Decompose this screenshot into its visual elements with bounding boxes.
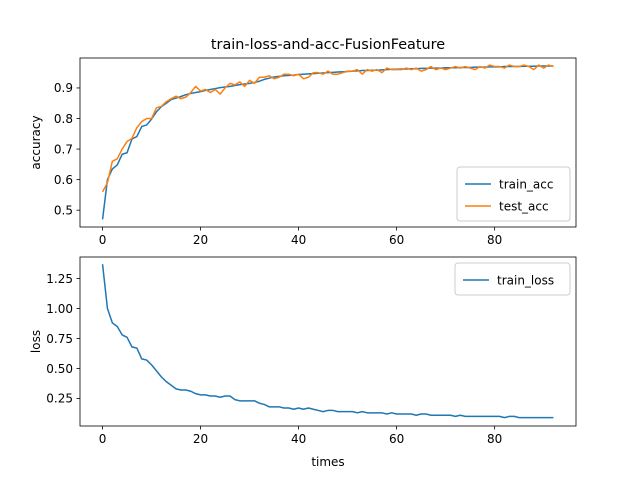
y-tick-label: 1.25 (46, 272, 73, 286)
y-tick-label: 1.00 (46, 302, 73, 316)
x-tick-label: 80 (487, 432, 502, 446)
legend-label-train_acc: train_acc (499, 178, 553, 192)
legend-box (454, 262, 571, 296)
axes-frame (79, 57, 577, 228)
x-axis-label: times (311, 455, 344, 469)
legend-label-test_acc: test_acc (499, 200, 549, 214)
x-tick-label: 60 (389, 233, 404, 247)
y-tick-label: 0.9 (54, 81, 73, 95)
x-tick-label: 80 (487, 233, 502, 247)
legend: train_loss (454, 262, 571, 296)
x-tick-label: 40 (291, 432, 306, 446)
series-line-test_acc (101, 64, 554, 193)
y-axis-label: loss (29, 330, 43, 353)
loss-subplot: 0 20 40 60 80 0.25 0.50 0.75 1.00 1.25 loss times tr… (29, 256, 577, 469)
legend-box (456, 166, 571, 222)
series-line-train_loss (101, 264, 554, 419)
x-tick-label: 20 (193, 432, 208, 446)
y-tick-label: 0.5 (54, 203, 73, 217)
legend-label-train_loss: train_loss (497, 274, 554, 288)
x-tick-label: 20 (193, 233, 208, 247)
y-tick-label: 0.75 (46, 332, 73, 346)
legend: train_acc test_acc (456, 166, 571, 222)
y-axis-label: accuracy (29, 115, 43, 169)
chart-title: train-loss-and-acc-FusionFeature (211, 37, 445, 53)
x-tick-label: 40 (291, 233, 306, 247)
x-tick-label: 0 (99, 233, 107, 247)
y-tick-label: 0.25 (46, 392, 73, 406)
axes-frame (79, 256, 577, 427)
x-tick-label: 0 (99, 432, 107, 446)
y-tick-label: 0.50 (46, 362, 73, 376)
y-tick-label: 0.8 (54, 112, 73, 126)
y-tick-label: 0.7 (54, 142, 73, 156)
x-tick-label: 60 (389, 432, 404, 446)
y-tick-label: 0.6 (54, 173, 73, 187)
accuracy-subplot: 0 20 40 60 80 0.5 0.6 0.7 0.8 0.9 accuracy train_ac… (29, 57, 577, 247)
